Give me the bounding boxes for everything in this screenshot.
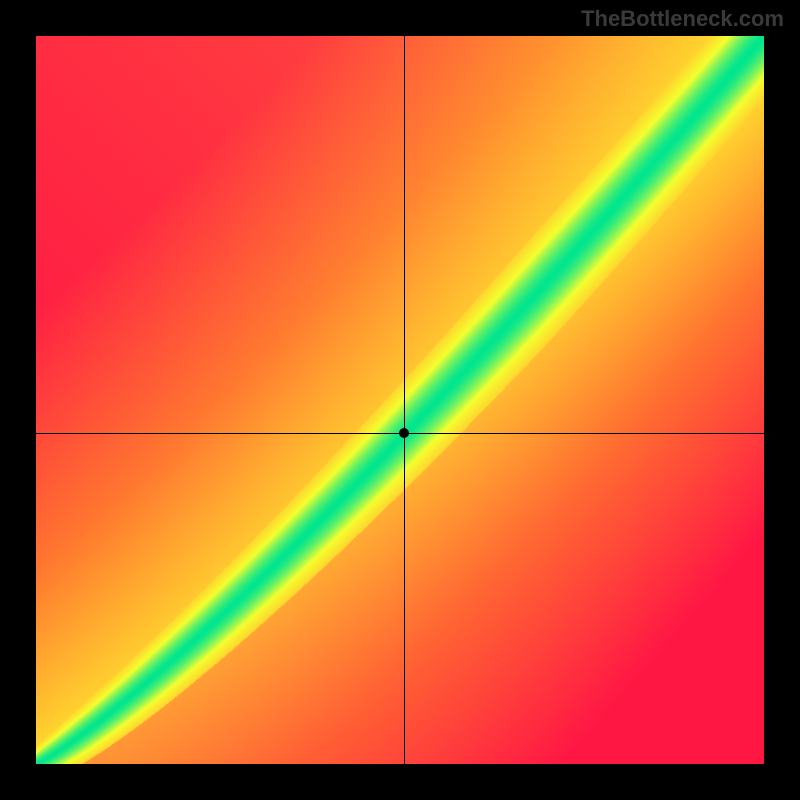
crosshair-dot: [399, 428, 409, 438]
plot-area: [36, 36, 764, 764]
watermark-text: TheBottleneck.com: [581, 6, 784, 32]
crosshair-vertical: [404, 36, 405, 764]
heatmap-canvas: [36, 36, 764, 764]
